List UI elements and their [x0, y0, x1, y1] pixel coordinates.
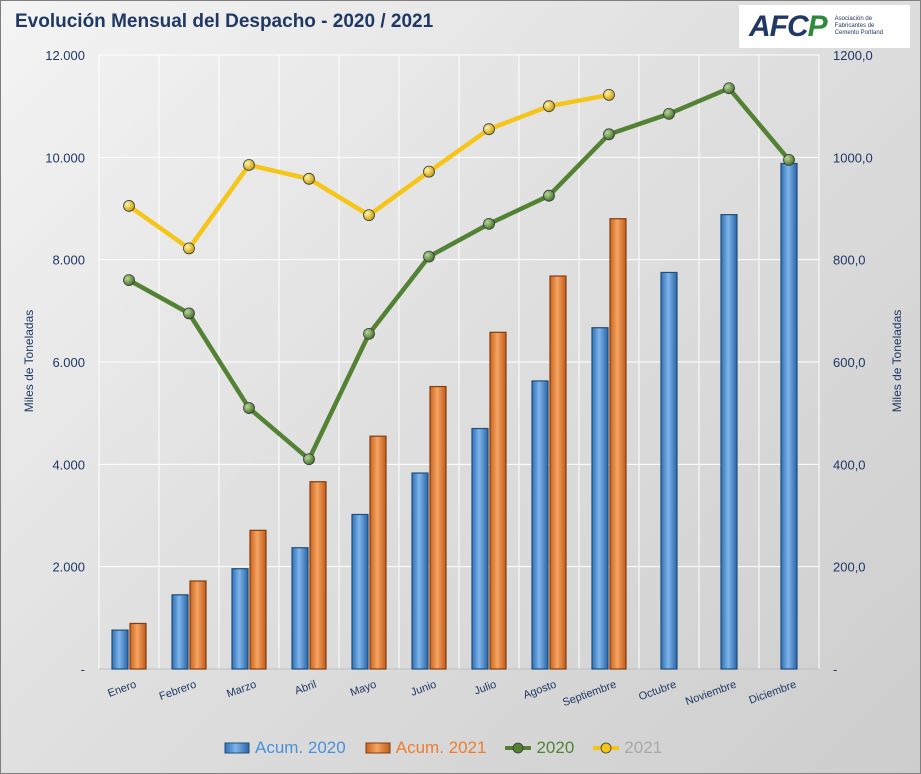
y-tick-label-right: 400,0 — [833, 457, 866, 472]
category-label: Octubre — [637, 679, 678, 704]
y-axis-title-left: Miles de Toneladas — [22, 310, 36, 413]
y-tick-label-left: 2.000 — [52, 560, 85, 575]
legend-swatch — [505, 742, 532, 754]
point-2020 — [603, 128, 615, 141]
point-2021 — [303, 172, 315, 185]
legend-label: 2020 — [536, 738, 575, 757]
y-axis-title-right: Miles de Toneladas — [890, 310, 904, 413]
bar-acum-2020 — [411, 472, 429, 670]
legend-swatch — [224, 742, 250, 754]
y-tick-label-left: 8.000 — [52, 253, 85, 268]
bar-acum-2021 — [429, 385, 447, 670]
legend-item: 2021 — [592, 738, 662, 758]
legend-item: 2020 — [504, 738, 574, 758]
y-tick-label-right: 1000,0 — [833, 150, 873, 165]
point-2020 — [543, 189, 555, 202]
y-tick-label-right: 800,0 — [833, 253, 866, 268]
category-label: Diciembre — [747, 679, 798, 707]
category-label: Agosto — [522, 679, 558, 702]
gridlines — [98, 54, 820, 670]
y-tick-label-left: 4.000 — [52, 457, 85, 472]
category-label: Noviembre — [684, 679, 738, 708]
point-2020 — [423, 250, 435, 263]
bar-acum-2021 — [189, 580, 207, 670]
legend-item: Acum. 2021 — [364, 738, 487, 758]
y-tick-label-left: - — [81, 662, 85, 677]
bar-acum-2020 — [720, 214, 738, 670]
bar-acum-2021 — [249, 529, 267, 670]
category-label: Septiembre — [561, 679, 618, 710]
legend-label: 2021 — [624, 738, 663, 757]
point-2021 — [543, 100, 555, 113]
bar-acum-2021 — [549, 275, 567, 670]
legend: Acum. 2020 Acum. 2021 2020 2021 — [223, 738, 680, 758]
category-label: Mayo — [349, 679, 378, 699]
bar-acum-2021 — [129, 622, 147, 670]
bar-acum-2020 — [591, 327, 609, 670]
point-2021 — [123, 200, 135, 212]
bar-acum-2020 — [231, 568, 249, 670]
bar-acum-2021 — [489, 331, 507, 670]
logo-mark: AFCP — [749, 9, 828, 43]
bar-acum-2021 — [309, 481, 327, 670]
bar-acum-2021 — [609, 218, 627, 670]
point-2020 — [723, 82, 735, 95]
bar-acum-2020 — [291, 547, 309, 670]
bar-acum-2020 — [531, 380, 549, 670]
category-label: Junio — [409, 679, 438, 699]
y-tick-label-left: 10.000 — [45, 150, 85, 165]
line-2021 — [127, 92, 610, 251]
y-tick-label-right: 600,0 — [833, 355, 866, 370]
bar-acum-2021 — [369, 435, 387, 670]
bars — [111, 162, 798, 670]
logo-subtitle: Asociación de Fabricantes de Cemento Por… — [834, 16, 884, 36]
point-2020 — [303, 453, 315, 466]
y-tick-label-right: 1200,0 — [833, 48, 873, 63]
bar-acum-2020 — [111, 629, 129, 670]
point-2020 — [483, 217, 495, 230]
point-2021 — [603, 89, 615, 101]
legend-swatch — [365, 742, 391, 754]
bar-acum-2020 — [660, 271, 678, 670]
bar-acum-2020 — [171, 594, 189, 670]
point-2021 — [483, 123, 495, 136]
lines — [123, 82, 795, 466]
legend-item: Acum. 2020 — [223, 738, 346, 758]
legend-label: Acum. 2021 — [395, 738, 487, 757]
point-2020 — [183, 307, 195, 320]
bar-acum-2020 — [351, 513, 369, 670]
point-2020 — [123, 274, 135, 287]
category-label: Julio — [473, 679, 498, 698]
point-2021 — [243, 159, 255, 171]
y-tick-label-right: - — [833, 662, 837, 677]
y-tick-label-left: 6.000 — [52, 355, 85, 370]
afcp-logo: AFCP Asociación de Fabricantes de Cement… — [739, 5, 910, 48]
category-label: Abril — [293, 679, 318, 698]
point-2021 — [363, 209, 375, 222]
category-label: Enero — [106, 679, 138, 700]
y-tick-label-right: 200,0 — [833, 560, 866, 575]
point-2021 — [183, 242, 195, 255]
point-2020 — [783, 153, 795, 166]
y-tick-label-left: 12.000 — [45, 48, 85, 63]
point-2020 — [243, 402, 255, 414]
legend-label: Acum. 2020 — [255, 738, 346, 757]
line-2020 — [127, 86, 791, 462]
point-2021 — [423, 165, 435, 178]
category-label: Febrero — [158, 679, 198, 703]
category-label: Marzo — [225, 679, 258, 701]
point-2020 — [663, 107, 675, 120]
bar-acum-2020 — [780, 162, 798, 670]
chart-title: Evolución Mensual del Despacho - 2020 / … — [15, 11, 434, 32]
bar-acum-2020 — [471, 427, 489, 670]
legend-swatch — [593, 742, 620, 754]
point-2020 — [363, 327, 375, 340]
